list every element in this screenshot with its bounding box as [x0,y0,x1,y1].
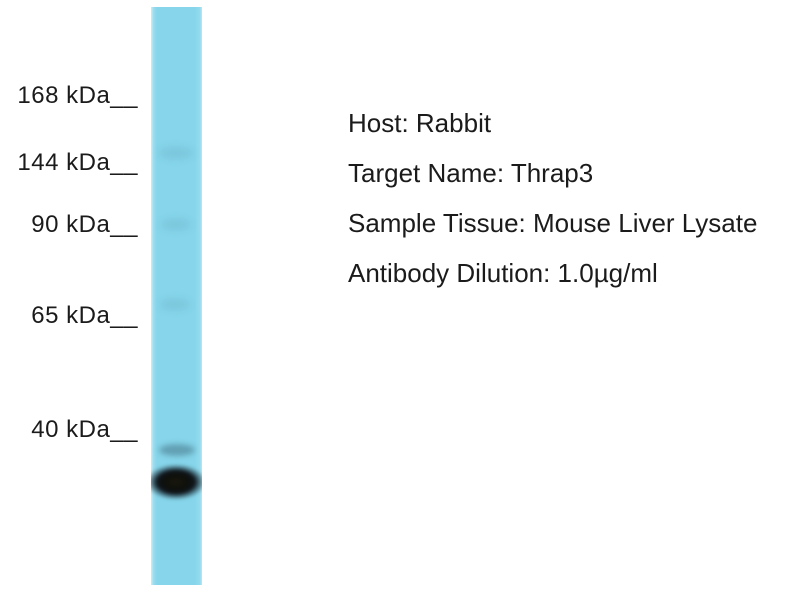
antibody-dilution-line: Antibody Dilution: 1.0µg/ml [348,258,658,288]
main-protein-band [151,464,202,500]
lane-smudge [159,147,193,159]
lane-smudge [161,219,191,230]
lane-smudge [160,299,190,310]
mw-marker-144kda: 144 kDa__ [17,149,138,176]
faint-protein-band [159,444,195,456]
mw-marker-40kda: 40 kDa__ [31,416,138,443]
blot-lane [151,7,202,585]
mw-marker-90kda: 90 kDa__ [31,211,138,238]
host-line: Host: Rabbit [348,108,492,138]
mw-marker-168kda: 168 kDa__ [17,82,138,109]
mw-marker-65kda: 65 kDa__ [31,302,138,329]
target-name-line: Target Name: Thrap3 [348,158,594,188]
sample-tissue-line: Sample Tissue: Mouse Liver Lysate [348,208,758,238]
